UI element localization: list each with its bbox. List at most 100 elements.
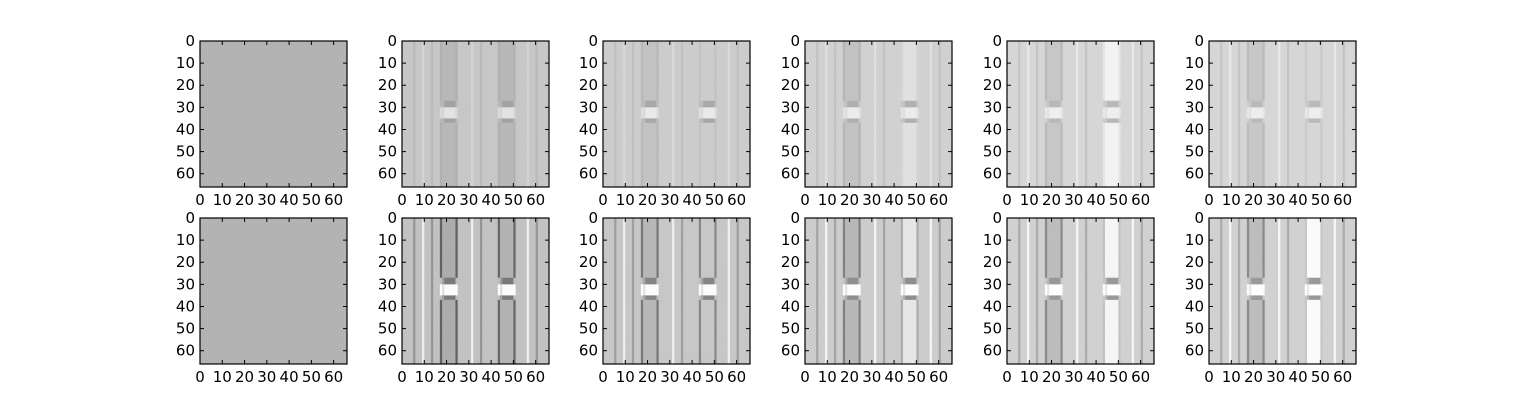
pixel-run	[698, 178, 702, 181]
pixel-run	[836, 74, 844, 77]
pixel-run	[422, 127, 425, 131]
pixel-run	[497, 149, 501, 153]
pixel-run	[900, 58, 904, 62]
pixel-run	[674, 89, 682, 93]
pixel-run	[680, 122, 684, 126]
pixel-run	[526, 67, 530, 71]
pixel-run	[535, 109, 539, 113]
pixel-run	[900, 175, 904, 179]
pixel-run	[603, 171, 615, 175]
pixel-run	[845, 45, 860, 49]
pixel-run	[845, 76, 860, 80]
pixel-run	[680, 171, 684, 175]
pixel-run	[457, 54, 472, 58]
pixel-run	[473, 69, 481, 73]
pixel-run	[603, 78, 615, 82]
pixel-run	[845, 109, 848, 113]
pixel-run	[433, 96, 441, 100]
pixel-run	[858, 114, 862, 117]
pixel-run	[916, 162, 920, 166]
pixel-run	[716, 127, 729, 131]
pixel-run	[818, 127, 826, 131]
pixel-run	[656, 83, 660, 86]
pixel-run	[433, 129, 441, 133]
pixel-run	[729, 76, 738, 80]
pixel-run	[940, 65, 952, 69]
pixel-run	[616, 65, 624, 69]
pixel-run	[698, 45, 702, 49]
pixel-run	[876, 94, 884, 97]
pixel-run	[940, 182, 952, 186]
pixel-run	[842, 87, 846, 91]
pixel-run	[616, 164, 624, 168]
pixel-run	[528, 60, 537, 64]
pixel-run	[457, 43, 472, 47]
pixel-run	[497, 142, 501, 146]
pixel-run	[874, 127, 877, 131]
pixel-run	[603, 85, 615, 89]
pixel-run	[876, 151, 884, 155]
pixel-run	[860, 87, 875, 91]
pixel-run	[683, 147, 700, 150]
pixel-run	[623, 96, 626, 100]
pixel-run	[680, 151, 684, 155]
pixel-run	[502, 111, 514, 115]
pixel-run	[674, 58, 682, 62]
pixel-run	[433, 118, 441, 122]
pixel-run	[929, 182, 933, 186]
pixel-run	[929, 89, 933, 93]
pixel-run	[827, 131, 835, 135]
pixel-run	[640, 136, 644, 139]
pixel-run	[736, 162, 740, 166]
pixel-run	[439, 178, 443, 181]
pixel-run	[876, 91, 884, 95]
pixel-run	[413, 173, 416, 177]
pixel-run	[683, 109, 700, 113]
pixel-run	[818, 136, 826, 139]
pixel-run	[905, 116, 917, 120]
pixel-run	[625, 125, 633, 128]
pixel-run	[424, 111, 432, 115]
pixel-run	[634, 49, 642, 53]
pixel-run	[940, 41, 952, 44]
pixel-run	[500, 153, 514, 157]
pixel-run	[701, 153, 715, 157]
pixel-run	[455, 41, 459, 44]
pixel-run	[500, 89, 514, 93]
pixel-run	[701, 178, 715, 181]
pixel-run	[845, 80, 860, 84]
pixel-run	[455, 111, 459, 115]
pixel-run	[716, 91, 729, 95]
pixel-run	[479, 144, 483, 148]
pixel-run	[603, 47, 615, 51]
pixel-run	[603, 118, 615, 122]
pixel-run	[424, 96, 432, 100]
pixel-run	[916, 125, 920, 128]
pixel-run	[842, 175, 846, 179]
pixel-run	[845, 58, 860, 62]
pixel-run	[680, 118, 684, 122]
pixel-run	[625, 133, 633, 137]
pixel-run	[643, 180, 658, 184]
pixel-run	[439, 52, 443, 55]
pixel-run	[729, 158, 738, 162]
pixel-run	[836, 45, 844, 49]
pixel-run	[929, 52, 933, 55]
pixel-run	[1105, 45, 1119, 49]
pixel-run	[515, 43, 528, 47]
pixel-run	[701, 102, 704, 106]
pixel-run	[625, 83, 633, 86]
pixel-run	[500, 169, 514, 173]
pixel-run	[738, 138, 750, 142]
pixel-run	[634, 120, 642, 124]
pixel-run	[701, 58, 715, 62]
pixel-run	[736, 69, 740, 73]
pixel-run	[623, 149, 626, 153]
pixel-run	[1078, 47, 1086, 51]
pixel-run	[903, 138, 917, 142]
pixel-run	[643, 149, 658, 153]
pixel-run	[457, 144, 472, 148]
pixel-run	[882, 49, 886, 53]
pixel-run	[842, 156, 846, 159]
pixel-run	[916, 151, 920, 155]
